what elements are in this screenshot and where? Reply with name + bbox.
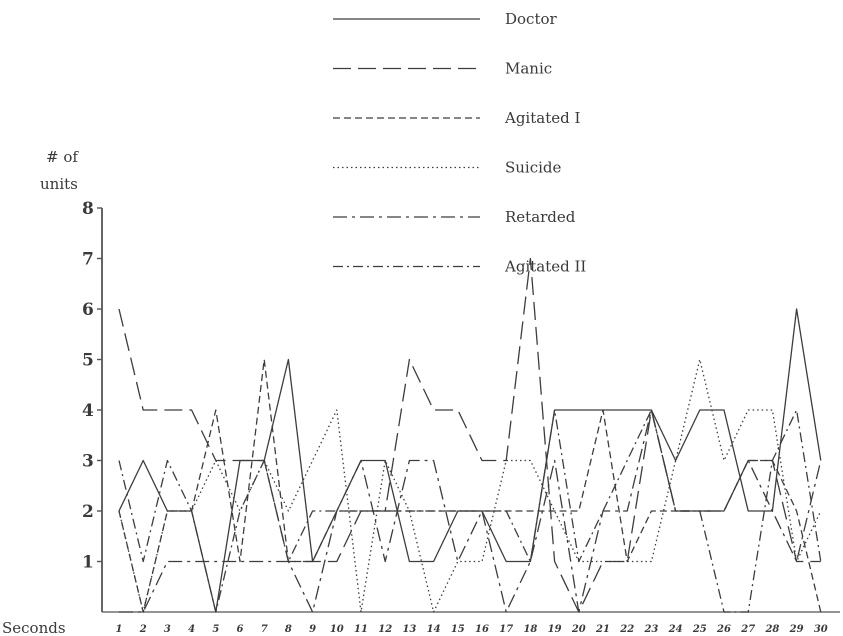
x-tick-label: 22 (619, 624, 634, 635)
x-tick-label: 7 (261, 624, 268, 635)
x-tick-label: 11 (354, 624, 368, 635)
legend: Doctor Manic Agitated I Suicide Retarded Agit… (333, 10, 586, 276)
x-tick-label: 14 (427, 624, 441, 635)
y-tick-label: 2 (82, 502, 94, 522)
x-tick-labels: 1 2 3 4 5 6 7 8 9 10 11 12 13 14 15 16 17 18 19 20 21 22 23 24 2… (116, 624, 828, 635)
x-tick-label: 13 (402, 624, 416, 635)
y-axis-title-line1: # of (46, 148, 79, 166)
legend-label: Agitated I (504, 109, 580, 127)
y-tick-label: 8 (82, 199, 94, 219)
y-tick-label: 3 (82, 452, 94, 472)
x-tick-label: 1 (116, 624, 123, 635)
x-tick-label: 10 (330, 624, 344, 635)
y-tick-label: 5 (82, 351, 94, 371)
x-tick-label: 9 (309, 624, 316, 635)
x-tick-label: 12 (378, 624, 392, 635)
x-tick-label: 25 (692, 624, 707, 635)
x-tick-label: 8 (285, 624, 292, 635)
x-tick-label: 28 (764, 624, 779, 635)
y-tick-label: 7 (82, 250, 94, 270)
y-tick-label: 4 (82, 401, 94, 421)
legend-label: Suicide (505, 159, 562, 177)
x-tick-label: 29 (789, 624, 804, 635)
y-tick-label: 6 (82, 300, 94, 320)
x-tick-label: 27 (740, 624, 755, 635)
series-line-retarded (119, 409, 822, 613)
x-tick-label: 2 (139, 624, 147, 635)
x-tick-label: 4 (188, 624, 195, 635)
series-line-manic (118, 257, 821, 613)
series-line-agitated-ii (118, 409, 822, 613)
x-tick-label: 6 (237, 624, 244, 635)
x-tick-label: 23 (643, 624, 658, 635)
x-axis-title: Seconds (2, 619, 66, 636)
legend-label: Retarded (505, 208, 576, 226)
x-tick-label: 17 (499, 624, 513, 635)
chart-axes (101, 208, 840, 613)
legend-label: Manic (505, 60, 552, 78)
series-line-agitated-i (118, 358, 822, 613)
legend-label: Doctor (505, 10, 558, 28)
x-tick-label: 15 (451, 624, 465, 635)
x-tick-label: 30 (814, 624, 828, 635)
y-tick-label: 1 (82, 553, 94, 573)
x-tick-label: 19 (548, 624, 562, 635)
x-tick-label: 21 (595, 624, 610, 635)
x-tick-label: 3 (164, 624, 171, 635)
x-tick-label: 24 (668, 624, 683, 635)
x-tick-label: 26 (716, 624, 731, 635)
x-tick-label: 16 (475, 624, 489, 635)
x-tick-label: 5 (212, 624, 219, 635)
y-tick-labels: 1 2 3 4 5 6 7 8 (82, 199, 102, 573)
x-tick-label: 20 (571, 624, 586, 635)
y-axis-title-line2: units (40, 175, 78, 193)
series-line-suicide (118, 358, 822, 613)
legend-label: Agitated II (504, 258, 586, 276)
series-lines (118, 257, 822, 613)
x-tick-label: 18 (523, 624, 537, 635)
